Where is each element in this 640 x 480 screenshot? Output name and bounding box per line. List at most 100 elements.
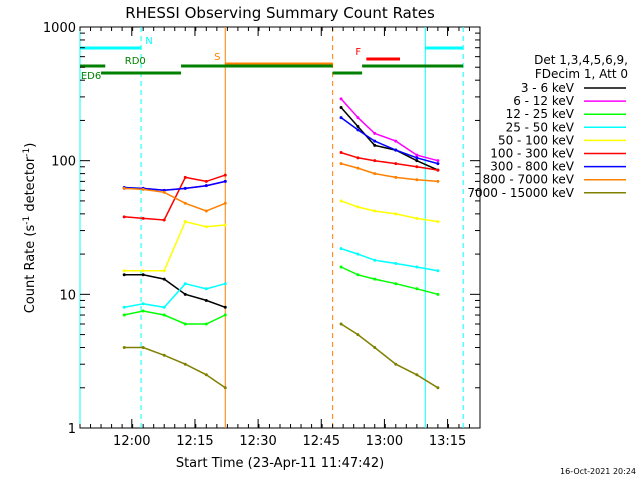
- y-tick-label: 1000: [43, 21, 76, 36]
- flag-label-f: F: [355, 47, 361, 58]
- data-point: [394, 162, 398, 166]
- data-point: [122, 273, 126, 277]
- data-point: [436, 179, 440, 183]
- data-point: [356, 205, 360, 209]
- data-point: [339, 105, 343, 109]
- data-point: [162, 305, 166, 309]
- series-line: [124, 310, 226, 325]
- data-point: [183, 362, 187, 366]
- y-axis-label-part2: detector: [23, 156, 38, 216]
- data-point: [394, 362, 398, 366]
- data-point: [183, 292, 187, 296]
- data-point: [415, 178, 419, 182]
- data-point: [373, 258, 377, 262]
- data-point: [162, 277, 166, 281]
- y-axis-label-sup2: -1: [22, 148, 32, 157]
- data-point: [415, 265, 419, 269]
- data-point: [415, 287, 419, 291]
- series-line: [340, 200, 439, 223]
- series-line: [340, 107, 439, 171]
- data-point: [339, 247, 343, 251]
- data-point: [141, 302, 145, 306]
- data-point: [204, 298, 208, 302]
- flag-label-s: S: [214, 52, 220, 63]
- data-point: [141, 309, 145, 313]
- data-point: [141, 346, 145, 350]
- data-point: [183, 322, 187, 326]
- series-line: [340, 266, 439, 296]
- y-axis: 1 10 100 1000: [43, 21, 480, 437]
- data-point: [223, 386, 227, 390]
- data-point: [162, 353, 166, 357]
- data-point: [339, 199, 343, 203]
- legend-label: 6 - 12 keV: [513, 94, 575, 108]
- data-point: [204, 287, 208, 291]
- footer-date: 16-Oct-2021 20:24: [560, 467, 636, 476]
- y-tick-label: 1: [68, 422, 76, 437]
- legend-label: 50 - 100 keV: [498, 133, 575, 147]
- x-tick-label: 13:15: [429, 434, 466, 449]
- data-point: [339, 151, 343, 155]
- data-point: [436, 269, 440, 273]
- data-point: [122, 346, 126, 350]
- y-axis-label-part1: Count Rate (s: [23, 225, 38, 314]
- data-point: [162, 313, 166, 317]
- legend-label: 12 - 25 keV: [506, 107, 575, 121]
- data-point: [183, 282, 187, 286]
- data-point: [183, 175, 187, 179]
- data-point: [122, 305, 126, 309]
- data-point: [436, 168, 440, 172]
- series-line: [340, 247, 439, 272]
- data-point: [373, 159, 377, 163]
- data-point: [373, 346, 377, 350]
- data-point: [339, 322, 343, 326]
- y-tick-label: 100: [51, 155, 76, 170]
- legend-header-2: FDecim 1, Att 0: [535, 67, 628, 81]
- y-axis-label: Count Rate (s-1 detector-1): [22, 143, 38, 314]
- data-point: [223, 313, 227, 317]
- data-point: [204, 322, 208, 326]
- plot-frame: [79, 26, 481, 429]
- data-point: [394, 148, 398, 152]
- data-point: [356, 166, 360, 170]
- data-point: [436, 292, 440, 296]
- chart-title: RHESSI Observing Summary Count Rates: [125, 4, 435, 22]
- x-tick-label: 12:30: [239, 434, 276, 449]
- data-point: [436, 386, 440, 390]
- series-line: [124, 180, 226, 192]
- flag-label-n: N: [145, 36, 152, 47]
- data-point: [223, 223, 227, 227]
- data-point: [141, 273, 145, 277]
- data-point: [183, 186, 187, 190]
- series-line: [124, 274, 226, 309]
- data-point: [356, 125, 360, 129]
- data-point: [394, 212, 398, 216]
- series-line: [340, 162, 438, 183]
- data-point: [122, 313, 126, 317]
- data-point: [204, 209, 208, 213]
- data-point: [122, 186, 126, 190]
- series-line: [340, 151, 439, 171]
- plot-area: N S F RD0 ED6: [79, 26, 481, 429]
- data-point: [223, 305, 227, 309]
- data-point: [394, 175, 398, 179]
- data-point: [204, 179, 208, 183]
- data-point: [356, 128, 360, 132]
- data-point: [141, 187, 145, 191]
- legend-label: 25 - 50 keV: [506, 120, 575, 134]
- x-tick-label: 13:00: [366, 434, 403, 449]
- data-point: [141, 269, 145, 273]
- data-point: [415, 156, 419, 160]
- data-point: [204, 184, 208, 188]
- x-axis: 12:00 12:15 12:30 12:45 13:00 13:15: [79, 27, 481, 449]
- series-line: [124, 187, 226, 212]
- data-point: [339, 162, 343, 166]
- data-point: [373, 131, 377, 135]
- data-point: [373, 209, 377, 213]
- data-point: [394, 262, 398, 266]
- data-point: [223, 173, 227, 177]
- data-point: [436, 162, 440, 166]
- series-line: [124, 346, 226, 389]
- data-point: [204, 225, 208, 229]
